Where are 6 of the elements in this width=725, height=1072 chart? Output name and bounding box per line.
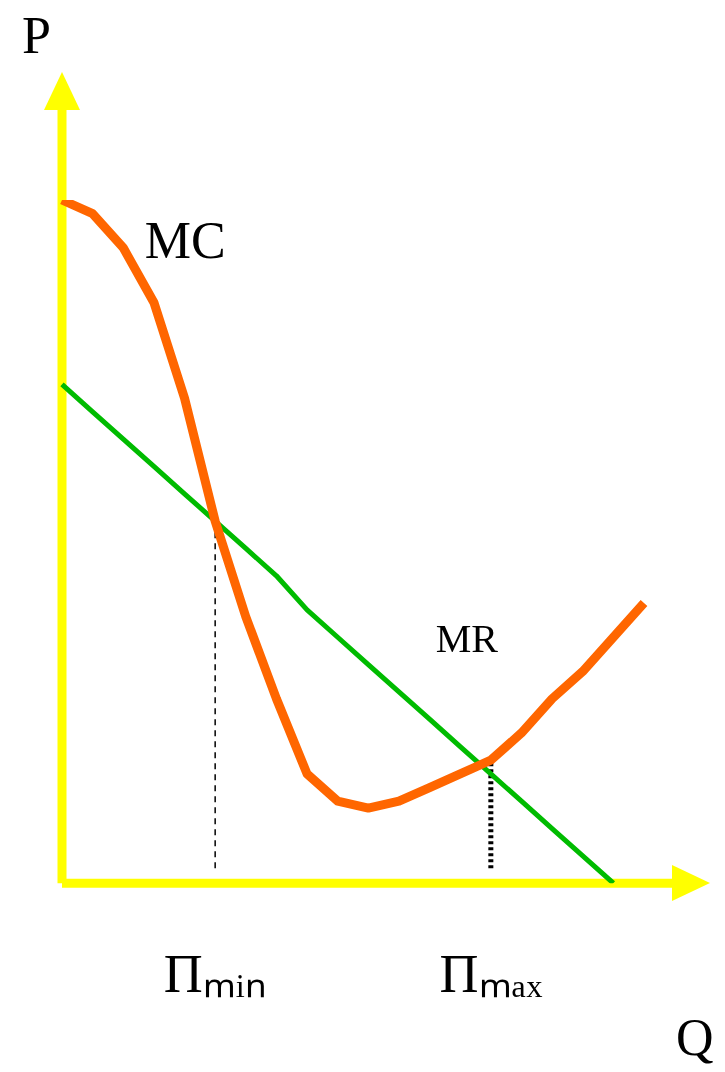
- series-label: MC: [144, 212, 226, 269]
- x-tick-label: Πₘₐₓ: [439, 943, 543, 1004]
- x-tick-label: Πₘᵢₙ: [163, 943, 267, 1004]
- y-axis-title: P: [22, 7, 51, 64]
- series-label: MR: [435, 616, 498, 662]
- x-axis-title: Q: [676, 1009, 714, 1066]
